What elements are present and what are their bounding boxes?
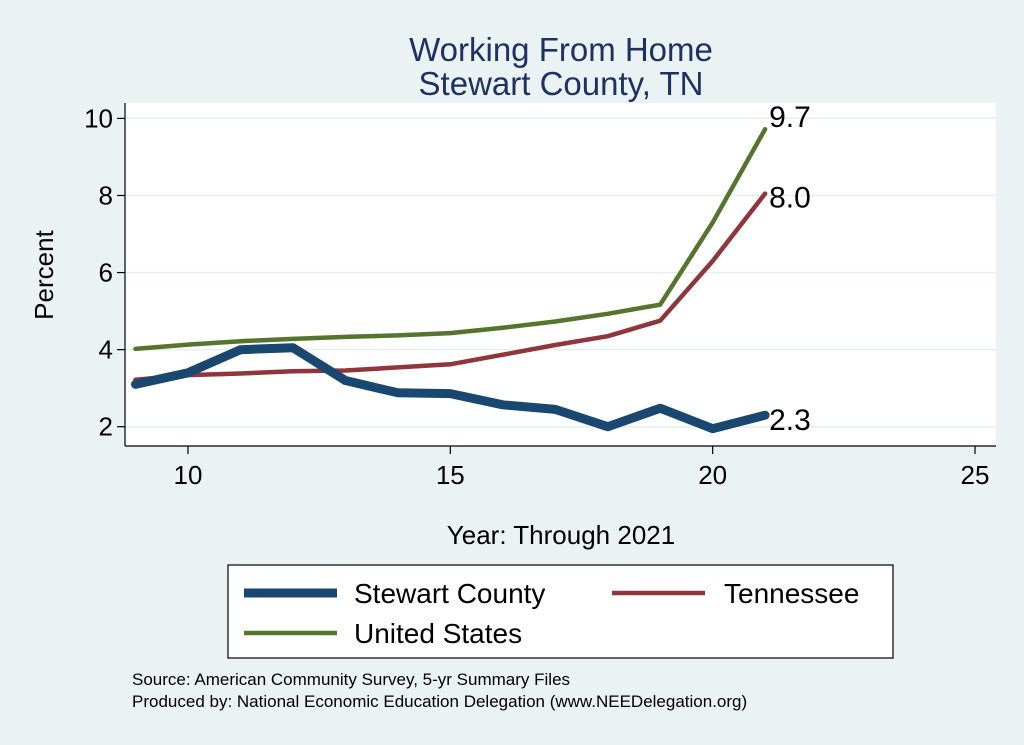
produced-by-note: Produced by: National Economic Education…: [132, 692, 747, 711]
plot-area: [125, 103, 996, 446]
legend-box: [227, 564, 894, 659]
y-tick-label: 4: [99, 335, 113, 365]
x-tick-label: 15: [436, 460, 465, 490]
end-label-tennessee: 8.0: [769, 182, 811, 215]
y-axis-ticks: 2 4 6 8 10: [84, 103, 125, 442]
series-lines: [131, 126, 770, 434]
end-label-united-states: 9.7: [769, 101, 811, 134]
chart-subtitle: Stewart County, TN: [419, 65, 704, 102]
x-tick-label: 25: [961, 460, 990, 490]
legend: Stewart County Tennessee United States: [244, 578, 859, 649]
legend-label-united-states: United States: [354, 618, 522, 649]
series-line-tennessee: [133, 191, 768, 382]
y-tick-label: 10: [84, 103, 113, 133]
x-axis-label: Year: Through 2021: [447, 520, 675, 550]
x-tick-label: 20: [698, 460, 727, 490]
chart-title: Working From Home: [409, 31, 713, 68]
y-tick-label: 6: [99, 258, 113, 288]
series-line-united-states: [133, 126, 768, 352]
y-axis-label: Percent: [29, 229, 59, 319]
end-label-stewart-county: 2.3: [769, 404, 811, 437]
y-tick-label: 8: [99, 180, 113, 210]
source-note: Source: American Community Survey, 5-yr …: [132, 670, 570, 689]
x-tick-label: 10: [174, 460, 203, 490]
legend-label-stewart-county: Stewart County: [354, 578, 545, 609]
x-axis-ticks: 10 15 20 25: [174, 446, 990, 490]
series-line-stewart-county: [131, 343, 770, 434]
end-labels: 2.3 8.0 9.7: [769, 101, 811, 437]
y-tick-label: 2: [99, 412, 113, 442]
legend-label-tennessee: Tennessee: [724, 578, 859, 609]
